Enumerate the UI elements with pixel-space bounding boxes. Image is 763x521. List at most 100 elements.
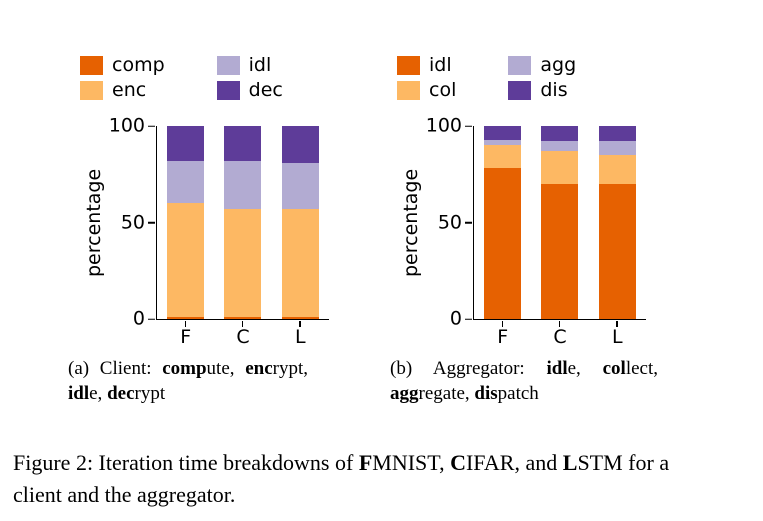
caption-segment: dec [107, 383, 135, 405]
x-tick-label: L [295, 326, 306, 348]
bar-segment-idl [541, 183, 579, 319]
x-tick-label: C [553, 326, 567, 348]
bar-segment-idl [224, 160, 262, 209]
x-tick-mark [241, 320, 244, 327]
caption-segment: patch [497, 383, 539, 405]
caption-segment: enc [245, 358, 273, 379]
caption-segment: regate, [418, 383, 475, 405]
legend-item-col: col [397, 78, 457, 101]
caption-segment: rypt [134, 383, 166, 405]
legend-swatch-idl [397, 56, 420, 76]
legend-swatch-idl [216, 56, 240, 76]
legend-column: comp enc [80, 54, 165, 101]
bar-segment-enc [281, 209, 319, 318]
bar-group-C: C [214, 126, 271, 347]
caption-segment: e, [567, 358, 603, 379]
legend-label: dec [248, 78, 283, 101]
bar-segment-enc [167, 203, 205, 318]
bar-group-L: L [589, 126, 646, 347]
x-tick-label: F [180, 326, 192, 348]
y-tick-mark [148, 221, 155, 224]
y-tick-label: 0 [449, 307, 462, 330]
x-tick-label: C [236, 326, 250, 348]
bar-segment-dis [541, 126, 579, 142]
x-tick-mark [184, 320, 187, 327]
legend-column: agg dis [508, 54, 577, 101]
caption-segment: lect, [625, 358, 659, 379]
y-tick-mark [465, 221, 472, 224]
y-axis-ticks: 0 50 100 [426, 116, 646, 328]
bar-segment-comp [281, 317, 319, 319]
bar-F [484, 126, 522, 319]
bar-L [281, 126, 319, 319]
legend-item-agg: agg [508, 54, 577, 76]
y-tick-mark [148, 318, 155, 320]
bar-group-L: L [272, 126, 329, 347]
bar-L [598, 126, 636, 319]
bar-segment-agg [484, 139, 522, 146]
legend-label: agg [540, 54, 577, 76]
subcaption-b: (b) Aggregator: idle, collect, aggregate… [390, 356, 658, 406]
y-tick-label: 50 [120, 211, 145, 233]
x-tick-mark [299, 320, 301, 327]
caption-segment: ute, [206, 358, 246, 379]
legend-label: enc [112, 78, 147, 101]
bar-group-C: C [531, 126, 588, 347]
x-tick-label: L [612, 326, 623, 348]
legend-label: col [429, 78, 457, 101]
bar-segment-idl [484, 168, 522, 319]
legend-item-idl: idl [216, 54, 283, 76]
legend-swatch-dec [216, 81, 240, 101]
legend-swatch-enc [80, 81, 103, 101]
legend-label: dis [540, 78, 568, 101]
plot-area: 0 50 100 F C L [426, 116, 646, 347]
caption-segment: IFAR, and [465, 450, 563, 475]
bar-segment-idl [598, 183, 636, 319]
bar-C [224, 126, 262, 319]
bar-segment-col [541, 151, 579, 184]
x-tick-mark [616, 320, 618, 327]
subcaption-a: (a) Client: compute, encrypt, idle, decr… [68, 356, 308, 406]
bar-segment-dis [598, 126, 636, 142]
bar-segment-idl [281, 162, 319, 209]
y-tick-label: 100 [108, 114, 145, 137]
bar-segment-comp [224, 317, 262, 319]
bar-group-F: F [474, 126, 531, 347]
caption-segment: Figure 2: Iteration time breakdowns of [13, 450, 359, 475]
legend-item-dec: dec [216, 78, 283, 101]
caption-segment: F [358, 450, 373, 475]
y-tick-mark [148, 125, 155, 127]
caption-segment: (b) Aggregator: [390, 358, 547, 379]
caption-segment: agg [390, 383, 419, 405]
y-axis-label: percentage [400, 168, 422, 278]
legend-label: idl [248, 54, 272, 76]
x-tick-mark [558, 320, 561, 327]
bar-segment-dec [281, 126, 319, 163]
legend-swatch-col [397, 81, 420, 101]
legend-label: idl [429, 54, 452, 76]
legend-swatch-dis [508, 81, 532, 101]
caption-segment: comp [162, 358, 207, 379]
bar-F [167, 126, 205, 319]
bar-segment-agg [541, 141, 579, 152]
caption-segment: MNIST, [372, 450, 451, 475]
legend-item-idl: idl [397, 54, 456, 76]
legend-swatch-agg [508, 56, 532, 76]
bar-segment-comp [167, 317, 205, 319]
bar-segment-col [598, 154, 636, 184]
caption-segment: idl [546, 358, 568, 379]
x-tick-label: F [497, 326, 509, 348]
bar-segment-idl [167, 160, 205, 204]
caption-segment: dis [474, 383, 498, 405]
bar-segment-dis [484, 126, 522, 140]
y-axis-label: percentage [83, 168, 105, 278]
legend-column: idl col [397, 54, 457, 101]
legend-label: comp [112, 54, 165, 76]
caption-segment: idl [68, 383, 90, 405]
y-tick-label: 50 [437, 211, 462, 233]
y-tick-mark [465, 318, 472, 320]
